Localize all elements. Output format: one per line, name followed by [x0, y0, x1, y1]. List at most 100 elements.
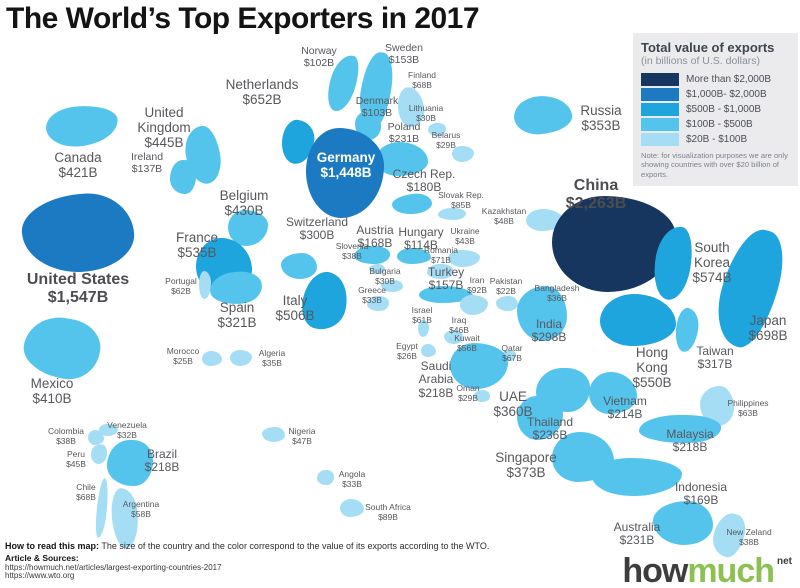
country-value: $61B — [412, 314, 432, 325]
country-label-turkey: Turkey $157B — [427, 265, 465, 293]
country-name: Sweden — [385, 42, 423, 54]
country-name: New Zeland — [726, 527, 772, 537]
legend-item-label: $20B - $100B — [686, 133, 748, 145]
howmuch-logo: howmuch net — [622, 554, 792, 588]
country-value: $300B — [299, 228, 335, 243]
country-value: $550B — [632, 375, 672, 391]
country-name: Peru — [67, 449, 85, 459]
country-name: Malaysia — [666, 427, 714, 441]
legend-item-0: More than $2,000B — [641, 72, 791, 86]
logo-suffix: net — [777, 556, 792, 567]
country-value: $63B — [738, 407, 758, 418]
legend-item-1: $1,000B- $2,000B — [641, 87, 791, 101]
country-name: Brazil — [146, 447, 178, 461]
country-value: $29B — [436, 139, 456, 150]
country-label-spain: Spain $321B — [217, 300, 256, 330]
country-shape-nigeria — [262, 427, 285, 442]
country-value: $137B — [131, 162, 163, 175]
country-value: $48B — [494, 215, 514, 226]
country-label-slovenia: Slovenia $38B — [336, 241, 369, 261]
country-value: $168B — [357, 236, 393, 251]
country-name: India — [535, 317, 563, 331]
country-label-thailand: Thailand $236B — [527, 415, 573, 443]
country-value: $180B — [406, 180, 442, 195]
country-value: $445B — [144, 135, 184, 151]
legend-swatch — [641, 132, 679, 146]
country-value: $214B — [607, 407, 643, 422]
how-to-read-label: How to read this map: — [5, 541, 100, 551]
country-label-slovak-rep-: Slovak Rep. $85B — [438, 190, 484, 210]
country-value: $2,263B — [565, 194, 627, 212]
country-name: Ukraine — [450, 226, 480, 236]
country-name: Turkey — [427, 265, 465, 279]
country-value: $231B — [388, 132, 420, 145]
country-name: Indonesia — [674, 480, 728, 494]
country-shape-venezuela — [99, 424, 118, 436]
logo-word-end: much — [687, 552, 775, 588]
legend-item-label: $500B - $1,000B — [686, 103, 762, 115]
country-label-south-africa: South Africa $89B — [365, 502, 411, 522]
country-label-chile: Chile $68B — [76, 482, 96, 502]
country-label-lithuania: Lithuania $30B — [408, 103, 444, 123]
country-value: $360B — [493, 404, 533, 420]
country-shape-united-states — [20, 191, 136, 275]
country-value: $89B — [378, 511, 398, 522]
country-name: Finland — [408, 70, 436, 80]
country-name: Kazakhstan — [481, 206, 527, 216]
country-name: Ireland — [130, 151, 164, 163]
how-to-read-note: How to read this map: The size of the co… — [5, 541, 489, 551]
country-shape-vietnam — [589, 372, 637, 414]
country-shape-czech-rep- — [391, 192, 433, 216]
legend-swatch — [641, 72, 679, 86]
country-name: Canada — [54, 150, 102, 165]
country-value: $62B — [171, 285, 191, 296]
country-label-india: India $298B — [532, 317, 567, 345]
country-shape-algeria — [230, 350, 252, 366]
legend-item-3: $100B - $500B — [641, 117, 791, 131]
country-value: $103B — [361, 106, 393, 119]
country-value: $1,448B — [320, 165, 372, 181]
country-label-iran: Iran $92B — [467, 275, 487, 295]
country-name: Norway — [301, 45, 337, 57]
country-label-norway: Norway $102B — [301, 45, 337, 70]
country-value: $421B — [58, 165, 98, 181]
country-label-italy: Italy $506B — [275, 293, 314, 323]
legend-swatch — [641, 87, 679, 101]
country-shape-pakistan — [496, 296, 518, 311]
country-shape-belarus — [452, 146, 474, 162]
country-shape-belgium — [228, 210, 268, 246]
country-shape-slovak-rep- — [438, 208, 466, 220]
country-name: Switzerland — [285, 215, 349, 229]
country-label-portugal: Portugal $62B — [165, 276, 197, 296]
country-name: Pakistan — [489, 276, 523, 286]
country-label-poland: Poland $231B — [388, 121, 421, 146]
country-label-taiwan: Taiwan $317B — [696, 344, 733, 372]
country-value: $102B — [303, 56, 335, 69]
country-shape-russia — [512, 94, 574, 136]
country-name: Saudi Arabia — [418, 359, 454, 387]
country-label-saudi-arabia: Saudi Arabia $218B — [418, 359, 454, 400]
country-label-new-zeland: New Zeland $38B — [726, 527, 772, 547]
country-value: $1,547B — [47, 288, 109, 306]
country-name: Egypt — [396, 341, 418, 351]
country-label-kazakhstan: Kazakhstan $48B — [481, 206, 527, 226]
country-name: UAE — [499, 389, 527, 404]
country-name: Kuwait — [454, 333, 480, 343]
country-label-kuwait: Kuwait $56B — [454, 333, 480, 353]
country-value: $25B — [173, 355, 193, 366]
country-label-greece: Greece $33B — [358, 285, 386, 305]
country-shape-romania — [427, 264, 453, 279]
country-shape-bulgaria — [381, 280, 403, 292]
country-value: $36B — [547, 292, 567, 303]
country-value: $68B — [76, 491, 96, 502]
country-label-france: France $535B — [176, 230, 218, 260]
country-shape-poland — [376, 142, 428, 176]
country-name: United States — [26, 271, 130, 288]
how-to-read-text: The size of the country and the color co… — [99, 541, 490, 551]
country-shape-chile — [93, 477, 111, 539]
country-shape-qatar — [501, 350, 516, 361]
country-label-netherlands: Netherlands $652B — [226, 77, 299, 107]
country-name: Algeria — [258, 348, 286, 358]
country-name: Lithuania — [408, 103, 444, 113]
